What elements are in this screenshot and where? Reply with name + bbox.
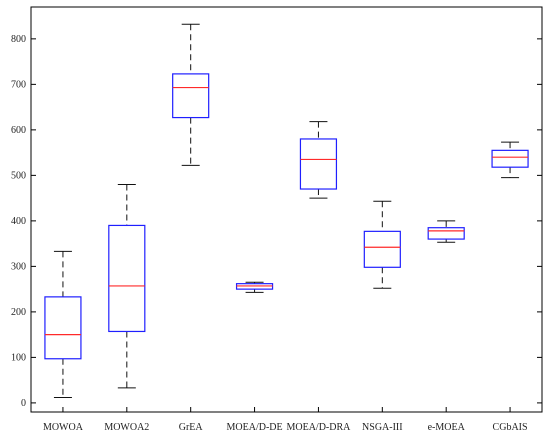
box-body [44, 296, 82, 360]
box-body [172, 73, 210, 119]
box-series-item [108, 183, 146, 389]
x-tick-label: MOWOA [43, 422, 84, 433]
box-body [108, 224, 146, 333]
y-tick-label: 400 [11, 216, 26, 227]
x-tick-label: MOEA/D-DE [227, 422, 283, 433]
y-tick-label: 300 [11, 261, 26, 272]
box-series-item [235, 281, 274, 293]
boxes-layer [44, 23, 529, 398]
x-tick-label: MOEA/D-DRA [286, 422, 351, 433]
y-tick-label: 600 [11, 125, 26, 136]
x-tick-label: GrEA [179, 422, 204, 433]
y-tick-label: 100 [11, 352, 26, 363]
box-body [491, 149, 529, 168]
plot-frame [30, 6, 543, 413]
box-body [363, 230, 401, 268]
box-series-item [299, 121, 338, 199]
y-tick-label: 700 [11, 79, 26, 90]
x-tick-label: e-MOEA [428, 422, 466, 433]
box-series-item [491, 141, 529, 179]
box-series-item [427, 220, 465, 243]
y-tick-label: 0 [21, 398, 26, 409]
box-series-item [172, 23, 210, 166]
x-axis: MOWOA MOWOA2 GrEA MOEA/D-DE MOEA/D-DRA NSGA-I… [43, 407, 528, 433]
box-series-item [363, 200, 401, 289]
box-series-item [44, 250, 82, 398]
x-tick-label: CGbAIS [493, 422, 528, 433]
y-axis: 0 100 200 300 400 500 600 700 800 [11, 34, 542, 409]
x-tick-label: NSGA-III [362, 422, 403, 433]
y-tick-label: 500 [11, 170, 26, 181]
box-body [427, 227, 465, 240]
x-tick-label: MOWOA2 [104, 422, 149, 433]
y-tick-label: 800 [11, 34, 26, 45]
box-body [299, 138, 338, 190]
plot-area: 0 100 200 300 400 500 600 700 800 MOWOA MOWOA2 GrE… [11, 6, 543, 433]
y-tick-label: 200 [11, 307, 26, 318]
